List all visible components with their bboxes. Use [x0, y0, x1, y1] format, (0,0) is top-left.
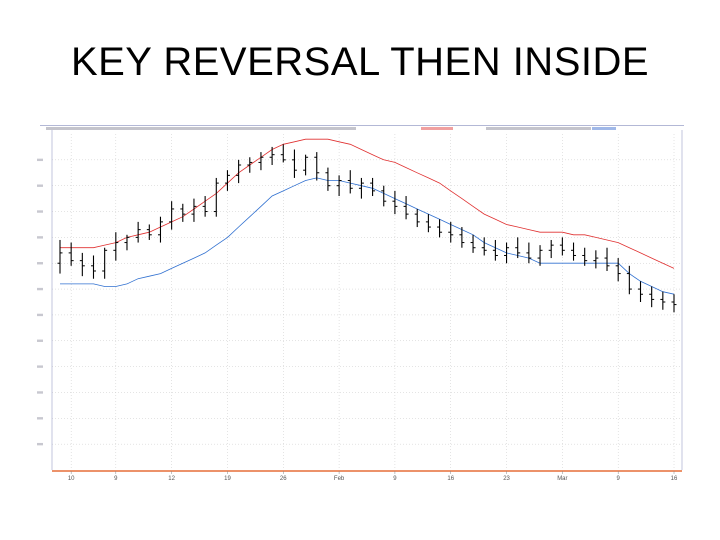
price-bar [582, 247, 588, 266]
price-bar [437, 219, 443, 238]
price-bar [537, 245, 543, 266]
price-bar [79, 252, 85, 277]
price-bar [470, 234, 476, 253]
price-bar [660, 291, 666, 310]
price-bar [169, 201, 175, 230]
price-bar [68, 242, 74, 266]
price-bar [593, 250, 599, 269]
y-tick-label [37, 442, 43, 446]
slide-title: KEY REVERSAL THEN INSIDE [70, 40, 650, 84]
price-bar [258, 152, 264, 171]
price-bar [291, 149, 297, 178]
y-tick-label [37, 313, 43, 317]
x-axis: 10 9 12 19 26 Feb 9 16 23 Mar 9 16 [52, 470, 682, 482]
header-study-text-block [486, 127, 591, 130]
price-bar [604, 247, 610, 271]
price-bar [314, 152, 320, 181]
y-tick-label [37, 287, 43, 291]
price-bar [414, 208, 420, 228]
price-bar [504, 242, 510, 264]
price-bar [649, 286, 655, 308]
price-bar [303, 154, 309, 176]
header-study-value-block [592, 127, 616, 130]
price-bar [202, 196, 208, 217]
y-tick-label [37, 236, 43, 239]
price-chart: 10 9 12 19 26 Feb 9 16 23 Mar 9 16 [36, 124, 688, 482]
x-tick-label: 9 [114, 476, 118, 482]
price-bar [671, 294, 677, 313]
price-bar [135, 221, 141, 243]
price-bar [459, 227, 465, 248]
price-bar [269, 146, 275, 166]
price-bar [526, 242, 532, 264]
price-bar [559, 237, 565, 256]
y-tick-label [37, 210, 43, 213]
price-bar [358, 177, 364, 199]
header-band-value-block [421, 127, 453, 130]
grid [51, 130, 683, 470]
price-bar [370, 177, 376, 197]
price-bar [403, 196, 409, 220]
x-tick-label: 9 [393, 476, 397, 482]
price-bar [381, 185, 387, 207]
chart-header [40, 125, 684, 130]
x-tick-label: 12 [168, 476, 175, 482]
upper-band-layer [60, 138, 675, 269]
y-tick-label [37, 184, 43, 187]
price-bar [626, 265, 632, 295]
y-tick-label [37, 391, 43, 394]
price-bar [157, 216, 163, 243]
x-tick-label: 23 [503, 476, 510, 482]
x-tick-label: Mar [557, 476, 567, 482]
price-bar [392, 190, 398, 215]
price-bar [548, 239, 554, 259]
price-bar [481, 237, 487, 256]
x-tick-label: 9 [617, 476, 621, 482]
price-bar [180, 203, 186, 222]
chart-canvas: 10 9 12 19 26 Feb 9 16 23 Mar 9 16 [37, 125, 684, 482]
price-bar [224, 170, 230, 191]
price-bar [325, 167, 331, 191]
price-bar [236, 159, 242, 184]
upper-band-line [60, 138, 675, 269]
x-tick-label: 16 [447, 476, 454, 482]
price-bar [146, 224, 152, 240]
price-bar [90, 255, 96, 279]
x-tick-label: 10 [68, 476, 75, 482]
y-tick-label [37, 158, 43, 162]
price-bar [57, 239, 63, 274]
x-tick-label: Feb [334, 476, 345, 482]
price-bar [213, 177, 219, 217]
price-bar [113, 232, 119, 261]
price-bar [247, 157, 253, 173]
middle-line [60, 177, 675, 295]
middle-line-layer [60, 177, 675, 295]
price-bar [571, 242, 577, 261]
price-bar [124, 234, 130, 251]
y-tick-label [37, 417, 43, 420]
y-tick-label [37, 365, 43, 368]
price-bar [347, 170, 353, 194]
price-bar [425, 214, 431, 233]
price-bar [336, 175, 342, 197]
price-bar [615, 258, 621, 282]
price-bar [492, 239, 498, 261]
price-bar [515, 237, 521, 259]
x-tick-label: 19 [224, 476, 231, 482]
price-bar [102, 247, 108, 279]
header-info-text-block [46, 127, 356, 130]
x-tick-label: 26 [280, 476, 287, 482]
price-bar [191, 198, 197, 222]
y-axis-ticks [37, 158, 43, 446]
price-bars [57, 144, 677, 313]
x-tick-label: 16 [671, 476, 678, 482]
y-tick-label [37, 262, 43, 265]
y-tick-label [37, 339, 43, 342]
price-bar [638, 281, 644, 302]
price-bar [280, 144, 286, 163]
price-bar [448, 221, 454, 243]
